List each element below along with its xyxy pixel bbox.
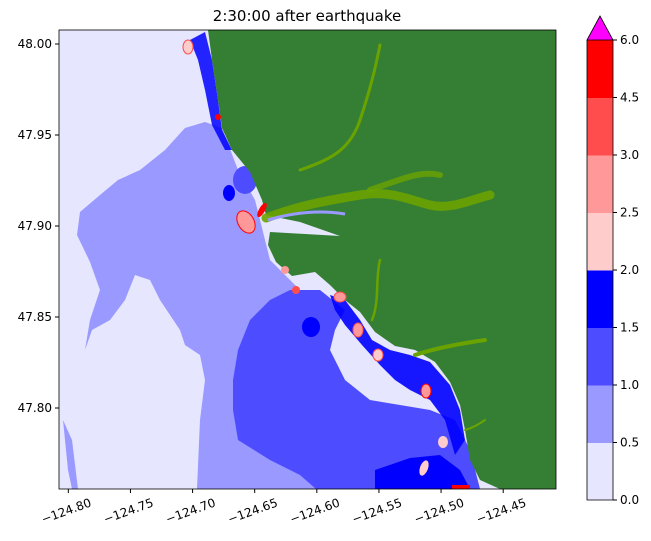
x-tick-label: −124.55 [350,496,404,527]
colorbar-tick-label: 1.5 [620,321,639,335]
ocean-patch-blue [302,317,320,337]
ocean-band-0.5-1.0-strip [63,420,78,489]
x-tick-label: −124.45 [474,496,528,527]
colorbar-tick-label: 4.5 [620,91,639,105]
colorbar-tick-label: 6.0 [620,33,639,47]
x-tick-label: −124.50 [412,496,466,527]
colorbar: 0.0 0.5 1.0 1.5 2.0 2.5 3.0 4.5 6.0 [586,15,639,507]
x-tick-label: −124.75 [102,496,156,527]
colorbar-band [587,270,613,328]
colorbar-tick-label: 1.0 [620,378,639,392]
inundated-rivers [261,43,495,431]
x-tick-label: −124.70 [164,496,218,527]
river-water [267,210,346,222]
y-tick-label: 47.80 [18,401,52,415]
ocean-band-1.5-2.0-north [190,32,232,150]
y-axis: 48.00 47.95 47.90 47.85 47.80 [18,37,59,415]
ocean-band-1.0-1.5 [233,290,480,489]
colorbar-extend-triangle [586,15,614,41]
colorbar-band [587,155,613,213]
y-tick-label: 47.90 [18,219,52,233]
ocean-band-1.5-2.0-coast [330,295,465,455]
colorbar-band [587,442,613,501]
plot-frame [58,29,557,490]
high-wave-patches [182,39,470,489]
colorbar-tick-label: 2.0 [620,263,639,277]
colorbar-band [587,327,613,386]
colorbar-band [587,40,613,98]
y-tick-label: 47.95 [18,128,52,142]
map-plot-area [59,30,556,489]
colorbar-band [587,212,613,271]
y-tick-label: 48.00 [18,37,52,51]
x-tick-label: −124.80 [39,496,93,527]
ocean-patch-blue-2 [223,185,235,201]
colorbar-tick-label: 3.0 [620,148,639,162]
chart-title: 2:30:00 after earthquake [213,7,401,25]
colorbar-tick-label: 0.0 [620,493,639,507]
land-area [208,30,556,489]
x-axis: −124.80 −124.75 −124.70 −124.65 −124.60 −124.… [39,489,528,526]
y-tick-label: 47.85 [18,310,52,324]
x-tick-label: −124.60 [288,496,342,527]
x-tick-label: −124.65 [226,496,280,527]
colorbar-tick-label: 2.5 [620,206,639,220]
colorbar-band [587,97,613,156]
colorbar-band [587,385,613,443]
colorbar-tick-label: 0.5 [620,436,639,450]
